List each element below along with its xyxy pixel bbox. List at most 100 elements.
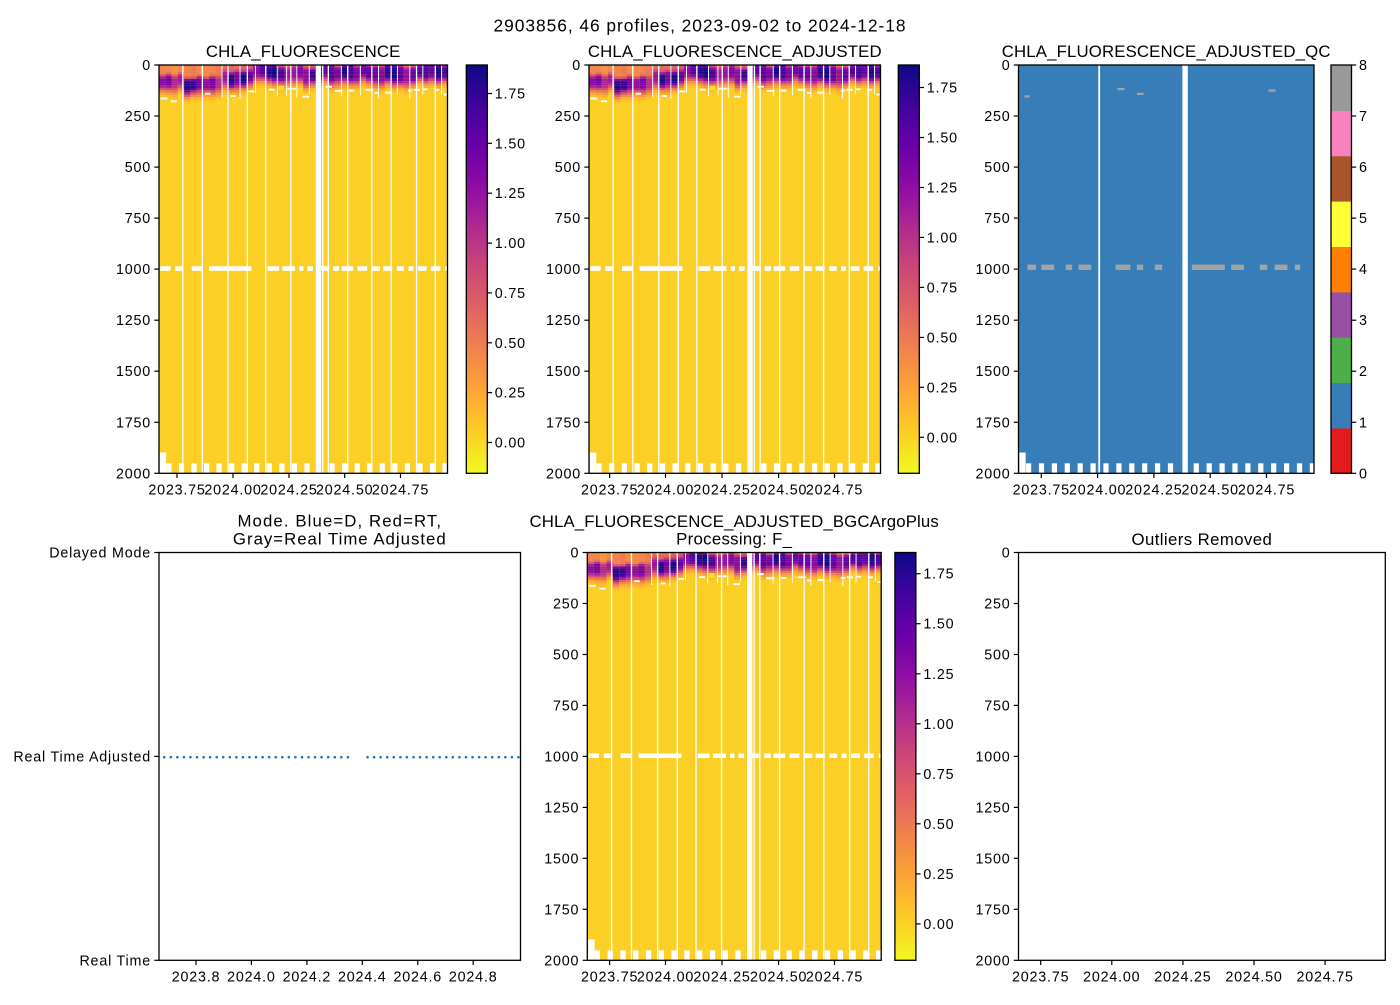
svg-text:0: 0	[1359, 466, 1368, 482]
svg-text:1.00: 1.00	[927, 230, 958, 246]
svg-text:2024.25: 2024.25	[693, 483, 750, 499]
svg-text:1750: 1750	[546, 415, 581, 431]
svg-text:2024.75: 2024.75	[806, 483, 863, 499]
svg-text:750: 750	[125, 211, 151, 227]
svg-text:0: 0	[572, 58, 581, 74]
svg-text:2024.75: 2024.75	[806, 970, 863, 986]
svg-text:2000: 2000	[975, 953, 1010, 969]
svg-text:Gray=Real Time Adjusted: Gray=Real Time Adjusted	[233, 530, 447, 549]
svg-text:1750: 1750	[116, 415, 151, 431]
svg-text:500: 500	[984, 648, 1010, 664]
svg-text:2024.50: 2024.50	[1182, 483, 1239, 499]
svg-text:500: 500	[553, 648, 579, 664]
svg-text:1750: 1750	[975, 902, 1010, 918]
svg-text:1250: 1250	[544, 800, 579, 816]
svg-text:2024.75: 2024.75	[372, 483, 429, 499]
svg-text:750: 750	[984, 211, 1010, 227]
svg-text:2023.75: 2023.75	[581, 970, 638, 986]
svg-text:1.25: 1.25	[923, 667, 954, 683]
svg-text:1500: 1500	[975, 851, 1010, 867]
svg-text:1750: 1750	[975, 415, 1010, 431]
svg-text:1.75: 1.75	[923, 567, 954, 583]
svg-text:0.50: 0.50	[495, 336, 526, 352]
svg-text:Delayed Mode: Delayed Mode	[49, 546, 151, 562]
svg-text:1.75: 1.75	[927, 81, 958, 97]
svg-text:5: 5	[1359, 211, 1368, 227]
svg-text:0.00: 0.00	[927, 430, 958, 446]
svg-text:2024.2: 2024.2	[283, 970, 332, 986]
svg-text:2024.25: 2024.25	[693, 970, 750, 986]
svg-text:0.50: 0.50	[923, 817, 954, 833]
svg-text:7: 7	[1359, 109, 1368, 125]
svg-text:0.25: 0.25	[927, 380, 958, 396]
svg-text:1: 1	[1359, 415, 1368, 431]
svg-text:2024.8: 2024.8	[449, 970, 498, 986]
svg-text:2024.00: 2024.00	[637, 483, 694, 499]
svg-text:Outliers Removed: Outliers Removed	[1132, 530, 1273, 549]
svg-text:1750: 1750	[544, 902, 579, 918]
svg-text:0.25: 0.25	[495, 386, 526, 402]
svg-text:CHLA_FLUORESCENCE_ADJUSTED_QC: CHLA_FLUORESCENCE_ADJUSTED_QC	[1002, 42, 1331, 61]
svg-text:0.75: 0.75	[923, 767, 954, 783]
svg-text:2024.6: 2024.6	[394, 970, 443, 986]
svg-text:2024.00: 2024.00	[1069, 483, 1126, 499]
svg-text:2000: 2000	[544, 953, 579, 969]
svg-text:6: 6	[1359, 160, 1368, 176]
svg-text:1000: 1000	[116, 262, 151, 278]
svg-text:2023.75: 2023.75	[1012, 970, 1069, 986]
svg-text:3: 3	[1359, 313, 1368, 329]
svg-text:2024.25: 2024.25	[1125, 483, 1182, 499]
svg-text:500: 500	[984, 160, 1010, 176]
svg-text:1.75: 1.75	[495, 87, 526, 103]
svg-text:2024.4: 2024.4	[338, 970, 387, 986]
svg-text:0: 0	[1002, 546, 1011, 562]
svg-text:2000: 2000	[116, 466, 151, 482]
svg-text:1000: 1000	[546, 262, 581, 278]
svg-text:CHLA_FLUORESCENCE: CHLA_FLUORESCENCE	[206, 42, 401, 61]
svg-text:1.00: 1.00	[495, 236, 526, 252]
svg-text:2024.00: 2024.00	[204, 483, 261, 499]
svg-text:1250: 1250	[116, 313, 151, 329]
svg-text:1500: 1500	[116, 364, 151, 380]
svg-text:1000: 1000	[544, 749, 579, 765]
svg-text:2024.50: 2024.50	[750, 483, 807, 499]
svg-text:250: 250	[125, 109, 151, 125]
svg-text:1500: 1500	[544, 851, 579, 867]
svg-text:1500: 1500	[975, 364, 1010, 380]
svg-text:2024.25: 2024.25	[1154, 970, 1211, 986]
svg-text:1.50: 1.50	[495, 136, 526, 152]
svg-text:2023.75: 2023.75	[1013, 483, 1070, 499]
svg-text:1.50: 1.50	[927, 131, 958, 147]
svg-text:750: 750	[553, 698, 579, 714]
svg-text:2024.50: 2024.50	[750, 970, 807, 986]
svg-text:2024.00: 2024.00	[1083, 970, 1140, 986]
svg-text:0.00: 0.00	[495, 436, 526, 452]
svg-text:1000: 1000	[975, 262, 1010, 278]
svg-text:2024.75: 2024.75	[1238, 483, 1295, 499]
svg-text:2024.25: 2024.25	[260, 483, 317, 499]
svg-text:CHLA_FLUORESCENCE_ADJUSTED: CHLA_FLUORESCENCE_ADJUSTED	[588, 42, 882, 61]
svg-text:0.25: 0.25	[923, 867, 954, 883]
svg-text:2000: 2000	[546, 466, 581, 482]
svg-text:1250: 1250	[975, 800, 1010, 816]
svg-text:0: 0	[142, 58, 151, 74]
svg-text:4: 4	[1359, 262, 1368, 278]
svg-text:2024.0: 2024.0	[227, 970, 276, 986]
svg-text:Real Time: Real Time	[79, 953, 151, 969]
svg-text:250: 250	[553, 597, 579, 613]
svg-text:250: 250	[984, 597, 1010, 613]
svg-text:1500: 1500	[546, 364, 581, 380]
svg-text:2024.50: 2024.50	[316, 483, 373, 499]
svg-text:2023.8: 2023.8	[172, 970, 221, 986]
svg-text:0: 0	[1002, 58, 1011, 74]
svg-text:1250: 1250	[546, 313, 581, 329]
svg-text:1250: 1250	[975, 313, 1010, 329]
svg-text:2024.00: 2024.00	[637, 970, 694, 986]
svg-text:Processing: F_: Processing: F_	[676, 530, 792, 549]
svg-text:8: 8	[1359, 58, 1368, 74]
svg-text:2024.75: 2024.75	[1296, 970, 1353, 986]
svg-text:2023.75: 2023.75	[148, 483, 205, 499]
svg-text:0.75: 0.75	[495, 286, 526, 302]
svg-text:500: 500	[125, 160, 151, 176]
svg-text:Mode. Blue=D, Red=RT,: Mode. Blue=D, Red=RT,	[237, 512, 442, 531]
